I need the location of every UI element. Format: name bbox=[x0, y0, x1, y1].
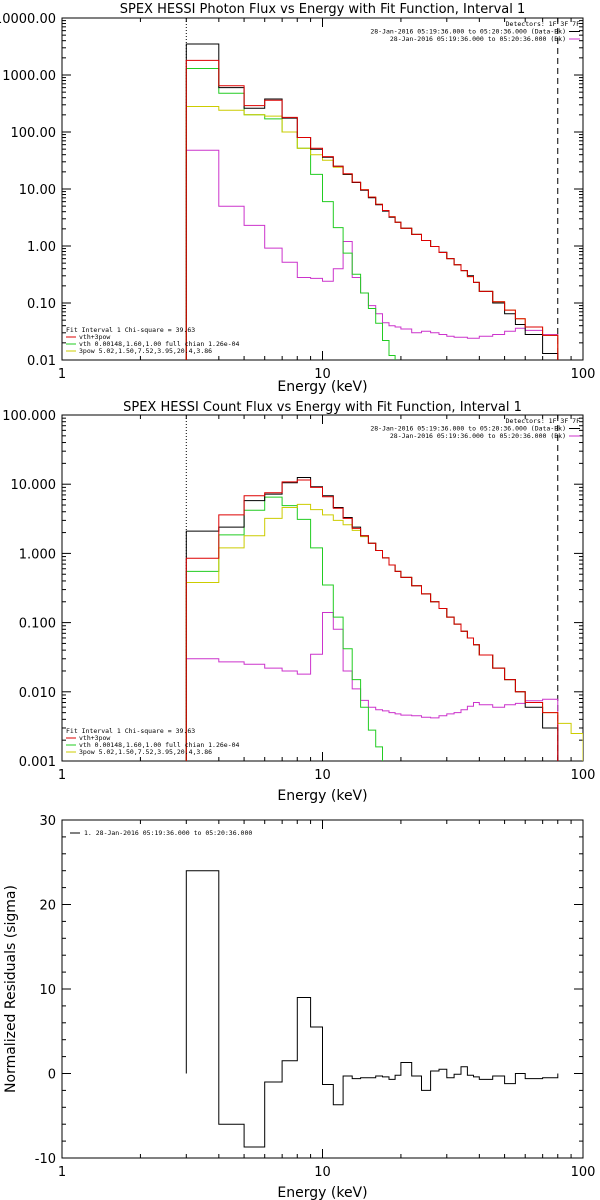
legend-header: Detectors: 1F 3F 7F bbox=[506, 20, 580, 28]
y-tick-label: 100.00 bbox=[11, 126, 57, 141]
y-tick-label: 30 bbox=[39, 814, 56, 829]
x-axis-label: Energy (keV) bbox=[277, 1185, 367, 1200]
x-axis-label: Energy (keV) bbox=[277, 379, 367, 395]
series-vth-3pow bbox=[185, 59, 559, 360]
legend-entry-text: 28-Jan-2016 05:19:36.000 to 05:20:36.000… bbox=[390, 35, 566, 43]
y-tick-label: 1000.00 bbox=[2, 69, 56, 84]
series-vth bbox=[185, 496, 383, 761]
x-tick-label: 100 bbox=[571, 367, 596, 382]
legend-entry-text: 28-Jan-2016 05:19:36.000 to 05:20:36.000… bbox=[390, 432, 566, 440]
fit-legend-header: Fit Interval 1 Chi-square = 39.63 bbox=[66, 326, 195, 334]
series-group bbox=[185, 870, 559, 1148]
y-tick-label: 10.000 bbox=[11, 478, 57, 493]
legend-header: Detectors: 1F 3F 7F bbox=[506, 417, 580, 425]
series-1-28-jan-2016-05-19-36-000-to-05-20-36-000 bbox=[185, 870, 559, 1148]
legend-entry-text: 28-Jan-2016 05:19:36.000 to 05:20:36.000… bbox=[370, 425, 566, 433]
y-tick-label: 10.00 bbox=[19, 183, 56, 198]
chart-title: SPEX HESSI Photon Flux vs Energy with Fi… bbox=[120, 2, 526, 17]
chart-panel-2: SPEX HESSI Count Flux vs Energy with Fit… bbox=[2, 400, 595, 804]
fit-legend-entry: 3pow 5.02,1.50,7.52,3.95,20.4,3.86 bbox=[79, 347, 212, 355]
series-bk bbox=[185, 149, 559, 360]
plot-frame bbox=[61, 819, 584, 1159]
series-bk bbox=[185, 612, 559, 761]
series-group bbox=[185, 477, 583, 761]
fit-legend-entry: 3pow 5.02,1.50,7.52,3.95,20.4,3.86 bbox=[79, 748, 212, 756]
chart-panel-3: 1 10 100 -10 0 10 20 30 Energy (keV) Normalized R… bbox=[3, 814, 595, 1200]
y-tick-label: 0.10 bbox=[27, 297, 56, 312]
fit-legend-entry: vth+3pow bbox=[79, 734, 110, 742]
y-tick-label: 20 bbox=[39, 899, 56, 914]
y-tick-label: 0.01 bbox=[27, 354, 56, 369]
series-3pow bbox=[185, 106, 559, 360]
series-data-bk bbox=[185, 43, 559, 360]
y-tick-label: 100.000 bbox=[2, 409, 56, 424]
x-axis-label: Energy (keV) bbox=[277, 788, 367, 804]
x-tick-label: 1 bbox=[58, 768, 66, 783]
fit-legend-entry: vth+3pow bbox=[79, 333, 110, 341]
y-tick-label: 0.001 bbox=[19, 755, 56, 770]
series-vth bbox=[185, 68, 396, 360]
y-tick-label: 0.010 bbox=[19, 686, 56, 701]
legend-entry-text: 28-Jan-2016 05:19:36.000 to 05:20:36.000… bbox=[370, 28, 566, 36]
x-tick-label: 1 bbox=[58, 367, 66, 382]
series-data-bk bbox=[185, 477, 559, 761]
y-tick-label: 0 bbox=[48, 1068, 56, 1083]
y-tick-label: 10000.00 bbox=[0, 12, 56, 27]
fit-legend-entry: vth 0.00148,1.60,1.00 full chian 1.26e-0… bbox=[79, 340, 240, 348]
x-tick-label: 10 bbox=[314, 768, 331, 783]
x-tick-label: 100 bbox=[571, 768, 596, 783]
x-tick-label: 10 bbox=[314, 1165, 331, 1180]
x-tick-label: 100 bbox=[571, 1165, 596, 1180]
x-tick-label: 10 bbox=[314, 367, 331, 382]
chart-panel-1: SPEX HESSI Photon Flux vs Energy with Fi… bbox=[0, 2, 595, 395]
legend-entry-text: 1. 28-Jan-2016 05:19:36.000 to 05:20:36.… bbox=[84, 829, 252, 837]
fit-legend-header: Fit Interval 1 Chi-square = 39.63 bbox=[66, 727, 195, 735]
chart-title: SPEX HESSI Count Flux vs Energy with Fit… bbox=[123, 400, 522, 415]
fit-legend-entry: vth 0.00148,1.60,1.00 full chian 1.26e-0… bbox=[79, 741, 240, 749]
x-tick-label: 1 bbox=[58, 1165, 66, 1180]
y-tick-label: 1.000 bbox=[19, 547, 56, 562]
y-axis-label: Normalized Residuals (sigma) bbox=[3, 885, 19, 1093]
y-tick-label: 10 bbox=[39, 983, 56, 998]
y-tick-label: 0.100 bbox=[19, 617, 56, 632]
series-vth-3pow bbox=[185, 479, 559, 761]
plot-frame bbox=[61, 414, 584, 762]
y-tick-label: -10 bbox=[35, 1152, 56, 1167]
series-group bbox=[185, 43, 559, 360]
y-tick-label: 1.00 bbox=[27, 240, 56, 255]
series-3pow bbox=[185, 503, 583, 761]
